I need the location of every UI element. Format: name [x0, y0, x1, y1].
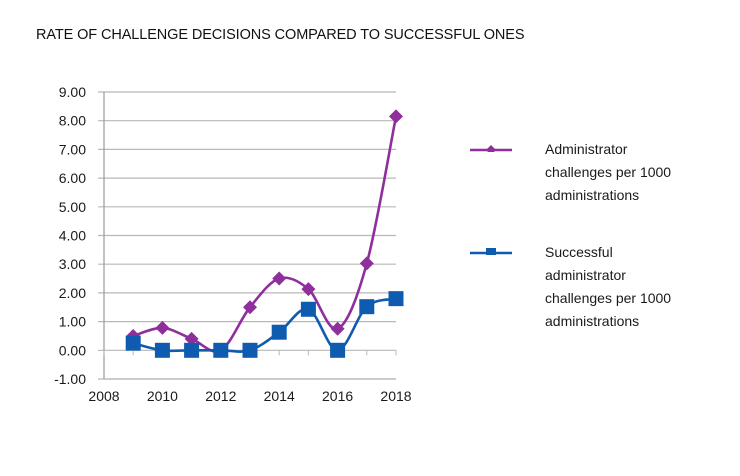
x-tick-label: 2012: [205, 388, 236, 404]
x-tick-label: 2010: [147, 388, 178, 404]
data-point-diamond: [184, 331, 199, 346]
y-tick-label: 7.00: [59, 141, 86, 157]
y-tick-label: 9.00: [59, 84, 86, 100]
y-tick-label: 4.00: [59, 228, 86, 244]
data-point-diamond: [301, 282, 316, 297]
data-point-square: [242, 342, 258, 358]
x-tick-label: 2008: [88, 388, 119, 404]
data-point-square: [125, 335, 141, 351]
y-tick-label: 6.00: [59, 170, 86, 186]
data-point-square: [184, 342, 200, 358]
y-tick-label: 5.00: [59, 199, 86, 215]
data-point-diamond: [272, 271, 287, 286]
series-line: [132, 116, 398, 353]
series-successful-challenges: [125, 291, 404, 358]
legend-label-line: administrator: [545, 267, 626, 283]
data-point-diamond: [330, 321, 345, 336]
series-line: [132, 297, 397, 353]
data-point-diamond: [155, 320, 170, 335]
x-tick-label: 2016: [322, 388, 353, 404]
data-point-square: [271, 324, 287, 340]
data-point-square: [300, 301, 316, 317]
data-point-square: [213, 342, 229, 358]
legend-label-line: Administrator: [545, 141, 628, 157]
y-tick-label: 1.00: [59, 314, 86, 330]
legend-swatch-square-icon: [470, 248, 512, 255]
series-administrator-challenges: [126, 109, 403, 358]
y-tick-labels: -1.00 0.00 1.00 2.00 3.00 4.00 5.00 6.00 7.00 8.0…: [54, 84, 86, 387]
x-tick-label: 2014: [264, 388, 295, 404]
data-point-square: [330, 342, 346, 358]
legend-label-line: administrations: [545, 313, 640, 329]
data-point-square: [359, 299, 375, 315]
legend-label-line: administrations: [545, 187, 640, 203]
y-tick-label: 0.00: [59, 342, 86, 358]
legend-label-line: Successful: [545, 244, 613, 260]
legend-label-line: challenges per 1000: [545, 290, 672, 306]
chart-title: RATE OF CHALLENGE DECISIONS COMPARED TO …: [36, 27, 525, 43]
legend-label: Administrator challenges per 1000 admini…: [545, 138, 730, 207]
data-point-diamond: [359, 256, 374, 271]
legend-label-line: challenges per 1000: [545, 164, 672, 180]
y-tick-label: 2.00: [59, 285, 86, 301]
x-tick-label: 2018: [380, 388, 411, 404]
data-point-square: [388, 291, 404, 307]
y-tick-label: 8.00: [59, 113, 86, 129]
y-tick-label: -1.00: [54, 371, 86, 387]
x-tick-labels: 2008 2010 2012 2014 2016 2018: [88, 388, 411, 404]
data-point-diamond: [243, 300, 257, 315]
legend-label: Successful administrator challenges per …: [545, 241, 730, 333]
y-tick-label: 3.00: [59, 256, 86, 272]
data-point-diamond: [389, 109, 403, 124]
legend-swatch-diamond-icon: [470, 145, 512, 152]
series-layer: [125, 109, 404, 358]
data-point-square: [154, 342, 170, 358]
